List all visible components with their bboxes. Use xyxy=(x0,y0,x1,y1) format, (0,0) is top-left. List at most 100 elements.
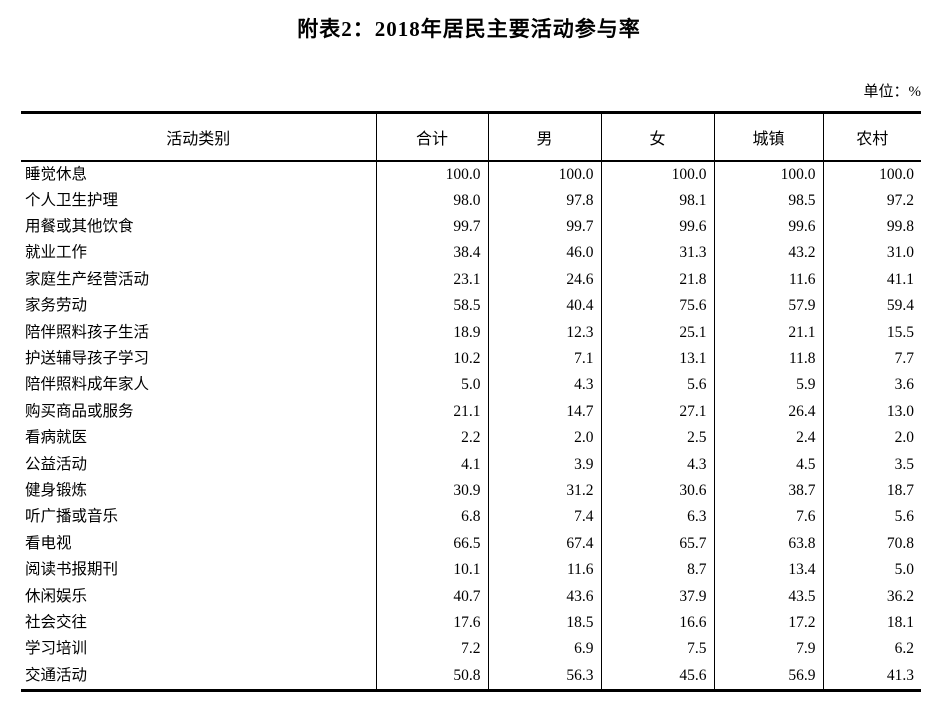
value-cell: 2.0 xyxy=(822,425,921,452)
activity-label: 看电视 xyxy=(25,534,72,552)
value-cell: 21.1 xyxy=(713,319,823,346)
value-cell: 97.2 xyxy=(822,187,921,214)
value-cell: 7.6 xyxy=(713,504,823,531)
value-cell: 18.7 xyxy=(822,477,921,505)
value-cell: 100.0 xyxy=(487,160,601,188)
value-cell: 5.6 xyxy=(822,504,921,531)
unit-label: 单位：% xyxy=(863,84,922,100)
value-cell: 12.3 xyxy=(487,319,601,346)
value-cell: 97.8 xyxy=(487,187,601,214)
value-cell: 98.0 xyxy=(375,187,488,214)
value-cell: 21.8 xyxy=(600,266,714,294)
value-cell: 27.1 xyxy=(600,398,714,426)
value-cell: 17.2 xyxy=(713,609,823,637)
table-row: 陪伴照料孩子生活 18.9 12.3 25.1 21.1 15.5 xyxy=(21,319,921,346)
table-row: 健身锻炼 30.9 31.2 30.6 38.7 18.7 xyxy=(21,477,921,505)
value-cell: 2.2 xyxy=(375,425,488,452)
value-cell: 11.8 xyxy=(713,345,823,373)
value-cell: 66.5 xyxy=(375,530,488,557)
value-cell: 5.0 xyxy=(822,556,921,584)
value-cell: 43.6 xyxy=(487,583,601,610)
activity-label: 健身锻炼 xyxy=(25,481,88,499)
activity-label: 就业工作 xyxy=(25,244,88,262)
value-cell: 63.8 xyxy=(713,530,823,557)
value-cell: 56.9 xyxy=(713,662,823,691)
participation-table: 活动类别 合计 男 女 城镇 农村 睡觉休息 100.0 100.0 100.0 100… xyxy=(21,111,921,692)
value-cell: 98.1 xyxy=(600,187,714,214)
value-cell: 5.0 xyxy=(375,372,488,399)
value-cell: 4.3 xyxy=(487,372,601,399)
value-cell: 4.1 xyxy=(375,451,488,478)
value-cell: 18.5 xyxy=(487,609,601,637)
value-cell: 40.7 xyxy=(375,583,488,610)
table-row: 个人卫生护理 98.0 97.8 98.1 98.5 97.2 xyxy=(21,187,921,214)
value-cell: 8.7 xyxy=(600,556,714,584)
value-cell: 100.0 xyxy=(822,160,921,188)
value-cell: 6.3 xyxy=(600,504,714,531)
activity-label: 用餐或其他饮食 xyxy=(25,218,134,236)
value-cell: 7.2 xyxy=(375,636,488,663)
value-cell: 11.6 xyxy=(487,556,601,584)
value-cell: 46.0 xyxy=(487,240,601,267)
activity-label: 家庭生产经营活动 xyxy=(25,270,150,288)
col-header-total: 合计 xyxy=(375,112,488,161)
value-cell: 31.3 xyxy=(600,240,714,267)
table-row: 听广播或音乐 6.8 7.4 6.3 7.6 5.6 xyxy=(21,504,921,531)
activity-label: 陪伴照料孩子生活 xyxy=(25,323,150,341)
activity-label: 看病就医 xyxy=(25,429,88,447)
value-cell: 59.4 xyxy=(822,293,921,320)
table-row: 社会交往 17.6 18.5 16.6 17.2 18.1 xyxy=(21,609,921,637)
value-cell: 58.5 xyxy=(375,293,488,320)
table-row: 看病就医 2.2 2.0 2.5 2.4 2.0 xyxy=(21,425,921,452)
value-cell: 10.2 xyxy=(375,345,488,373)
value-cell: 99.8 xyxy=(822,213,921,241)
value-cell: 21.1 xyxy=(375,398,488,426)
activity-label: 听广播或音乐 xyxy=(25,508,119,526)
value-cell: 75.6 xyxy=(600,293,714,320)
value-cell: 45.6 xyxy=(600,662,714,691)
header-row: 活动类别 合计 男 女 城镇 农村 xyxy=(21,112,921,161)
value-cell: 5.6 xyxy=(600,372,714,399)
value-cell: 25.1 xyxy=(600,319,714,346)
value-cell: 10.1 xyxy=(375,556,488,584)
table-row: 看电视 66.5 67.4 65.7 63.8 70.8 xyxy=(21,530,921,557)
value-cell: 18.1 xyxy=(822,609,921,637)
value-cell: 16.6 xyxy=(600,609,714,637)
value-cell: 3.5 xyxy=(822,451,921,478)
value-cell: 99.7 xyxy=(487,213,601,241)
value-cell: 6.9 xyxy=(487,636,601,663)
col-header-urban: 城镇 xyxy=(713,112,823,161)
value-cell: 23.1 xyxy=(375,266,488,294)
activity-label: 交通活动 xyxy=(25,666,88,684)
value-cell: 4.3 xyxy=(600,451,714,478)
activity-label: 睡觉休息 xyxy=(25,165,88,183)
col-header-female: 女 xyxy=(600,112,714,161)
value-cell: 5.9 xyxy=(713,372,823,399)
value-cell: 14.7 xyxy=(487,398,601,426)
value-cell: 36.2 xyxy=(822,583,921,610)
page-title: 附表2：2018年居民主要活动参与率 xyxy=(297,17,641,41)
table-row: 阅读书报期刊 10.1 11.6 8.7 13.4 5.0 xyxy=(21,556,921,584)
value-cell: 56.3 xyxy=(487,662,601,691)
value-cell: 7.7 xyxy=(822,345,921,373)
activity-label: 休闲娱乐 xyxy=(25,587,88,605)
table-row: 就业工作 38.4 46.0 31.3 43.2 31.0 xyxy=(21,240,921,267)
col-header-male: 男 xyxy=(487,112,601,161)
value-cell: 2.5 xyxy=(600,425,714,452)
table-row: 睡觉休息 100.0 100.0 100.0 100.0 100.0 xyxy=(21,160,921,188)
table-row: 学习培训 7.2 6.9 7.5 7.9 6.2 xyxy=(21,636,921,663)
value-cell: 30.9 xyxy=(375,477,488,505)
value-cell: 17.6 xyxy=(375,609,488,637)
table-row: 休闲娱乐 40.7 43.6 37.9 43.5 36.2 xyxy=(21,583,921,610)
value-cell: 24.6 xyxy=(487,266,601,294)
value-cell: 37.9 xyxy=(600,583,714,610)
table-row: 家务劳动 58.5 40.4 75.6 57.9 59.4 xyxy=(21,293,921,320)
value-cell: 43.5 xyxy=(713,583,823,610)
table-row: 购买商品或服务 21.1 14.7 27.1 26.4 13.0 xyxy=(21,398,921,426)
value-cell: 40.4 xyxy=(487,293,601,320)
activity-label: 个人卫生护理 xyxy=(25,191,119,209)
value-cell: 99.6 xyxy=(713,213,823,241)
value-cell: 13.0 xyxy=(822,398,921,426)
value-cell: 30.6 xyxy=(600,477,714,505)
